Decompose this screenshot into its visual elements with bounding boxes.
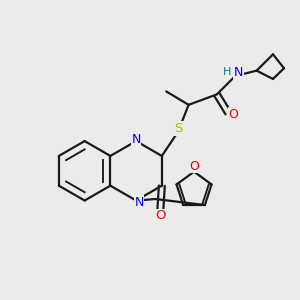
Text: H: H [223, 68, 231, 77]
Text: N: N [234, 66, 244, 79]
Text: S: S [175, 122, 183, 135]
Text: N: N [131, 133, 141, 146]
Text: O: O [190, 160, 200, 173]
Text: N: N [134, 196, 144, 208]
Text: O: O [229, 108, 238, 121]
Text: O: O [155, 209, 166, 223]
